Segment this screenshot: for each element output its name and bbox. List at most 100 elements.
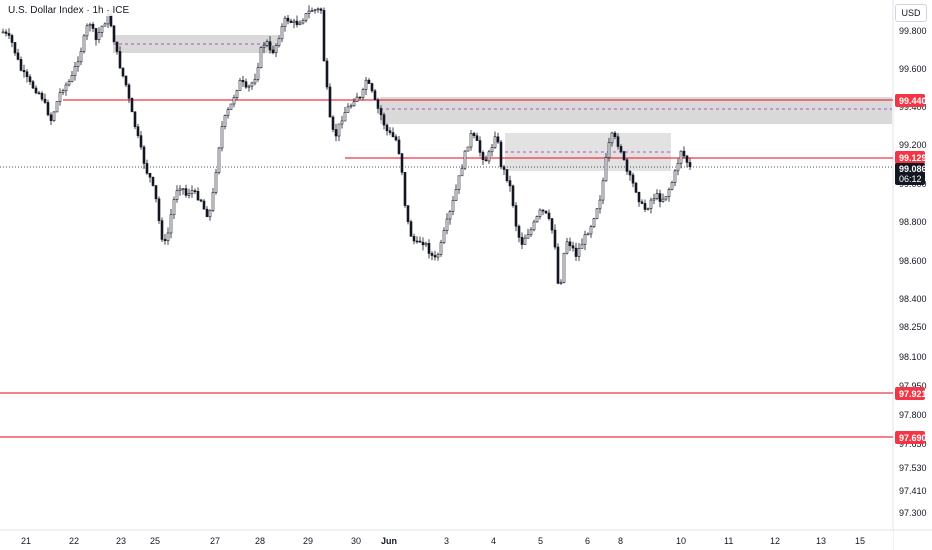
- time-tick-label: 28: [255, 536, 265, 546]
- candle-body: [373, 90, 377, 100]
- candle-body: [490, 147, 494, 153]
- level-97690-badge[interactable]: [895, 431, 925, 444]
- candle-body: [190, 190, 194, 194]
- level-99129-badge-text: 99.129: [899, 153, 927, 163]
- candle-body: [445, 218, 449, 231]
- candle-body: [355, 96, 359, 102]
- candle-body: [547, 212, 551, 219]
- time-tick-label: 6: [585, 536, 590, 546]
- current-price-badge[interactable]: [895, 163, 925, 185]
- candle-body: [253, 79, 257, 84]
- time-tick-label: 15: [855, 536, 865, 546]
- candle-body: [595, 208, 599, 219]
- level-97921-badge[interactable]: [895, 387, 925, 400]
- level-99440-badge[interactable]: [895, 94, 925, 107]
- candle-body: [667, 189, 671, 197]
- candle-body: [556, 246, 560, 284]
- candle-body: [97, 32, 101, 40]
- candle-body: [310, 10, 314, 12]
- candle-body: [214, 172, 218, 193]
- level-badges: 99.440 99.129 99.086 06:12 97.921 97.690: [895, 94, 927, 444]
- candle-body: [148, 173, 152, 178]
- candle-body: [313, 9, 317, 12]
- candle-body: [415, 240, 419, 243]
- price-tick-label: 98.100: [899, 352, 927, 362]
- currency-selector[interactable]: USD: [895, 4, 927, 22]
- candle-body: [481, 152, 485, 160]
- candle-body: [142, 146, 146, 164]
- candle-body: [322, 10, 326, 62]
- candle-body: [568, 241, 572, 247]
- candle-body: [679, 150, 683, 164]
- candle-body: [361, 89, 365, 98]
- level-99129-badge[interactable]: [895, 151, 925, 164]
- candle-body: [334, 129, 338, 137]
- time-axis[interactable]: [0, 530, 893, 550]
- time-tick-label: 30: [351, 536, 361, 546]
- candle-body: [505, 169, 509, 181]
- candle-body: [25, 71, 29, 78]
- candle-body: [478, 140, 482, 153]
- candle-body: [316, 8, 320, 11]
- candle-body: [391, 132, 395, 138]
- candle-body: [286, 17, 290, 22]
- candle-body: [247, 85, 251, 88]
- candle-body: [400, 153, 404, 173]
- time-tick-label: 22: [69, 536, 79, 546]
- candle-body: [343, 112, 347, 122]
- candle-body: [211, 192, 215, 211]
- candle-body: [535, 216, 539, 223]
- candle-body: [619, 146, 623, 152]
- candle-body: [385, 124, 389, 132]
- current-price-countdown: 06:12: [899, 174, 922, 184]
- candle-body: [217, 147, 221, 173]
- candle-body: [529, 229, 533, 236]
- candle-body: [658, 193, 662, 202]
- candle-body: [637, 191, 641, 203]
- candle-body: [136, 126, 140, 136]
- candle-body: [430, 253, 434, 256]
- candle-body: [46, 102, 50, 116]
- candle-body: [139, 135, 143, 148]
- candle-body: [43, 98, 47, 103]
- time-tick-label: 21: [21, 536, 31, 546]
- candle-body: [682, 150, 686, 157]
- candle-body: [523, 237, 527, 245]
- candle-body: [454, 189, 458, 201]
- candle-body: [1, 31, 5, 34]
- price-axis-labels: 99.800 99.600 99.400 99.200 99.000 98.80…: [899, 26, 927, 518]
- chart-title[interactable]: U.S. Dollar Index · 1h · ICE: [6, 5, 132, 16]
- candle-body: [76, 61, 80, 67]
- candle-body: [463, 150, 467, 169]
- candle-body: [427, 243, 431, 254]
- candle-body: [601, 180, 605, 201]
- candle-body: [184, 188, 188, 196]
- candle-body: [409, 221, 413, 237]
- candle-body: [616, 136, 620, 147]
- candle-body: [592, 218, 596, 228]
- candle-body: [259, 47, 263, 68]
- candle-body: [331, 116, 335, 130]
- price-tick-label: 99.600: [899, 64, 927, 74]
- candle-body: [10, 35, 14, 43]
- candle-body: [235, 90, 239, 98]
- candle-body: [262, 45, 266, 48]
- candle-body: [631, 174, 635, 184]
- time-tick-label: 8: [618, 536, 623, 546]
- candle-body: [289, 20, 293, 23]
- candle-body: [271, 49, 275, 54]
- candle-body: [622, 151, 626, 161]
- candle-body: [685, 155, 689, 163]
- candle-body: [250, 82, 254, 87]
- candle-body: [610, 132, 614, 144]
- price-tick-label: 98.600: [899, 256, 927, 266]
- candle-body: [268, 41, 272, 51]
- price-tick-label: 97.800: [899, 410, 927, 420]
- candle-body: [160, 220, 164, 240]
- candle-body: [67, 81, 71, 86]
- time-tick-label: 29: [303, 536, 313, 546]
- candle-body: [580, 243, 584, 249]
- candle-body: [79, 51, 83, 63]
- candle-body: [307, 10, 311, 14]
